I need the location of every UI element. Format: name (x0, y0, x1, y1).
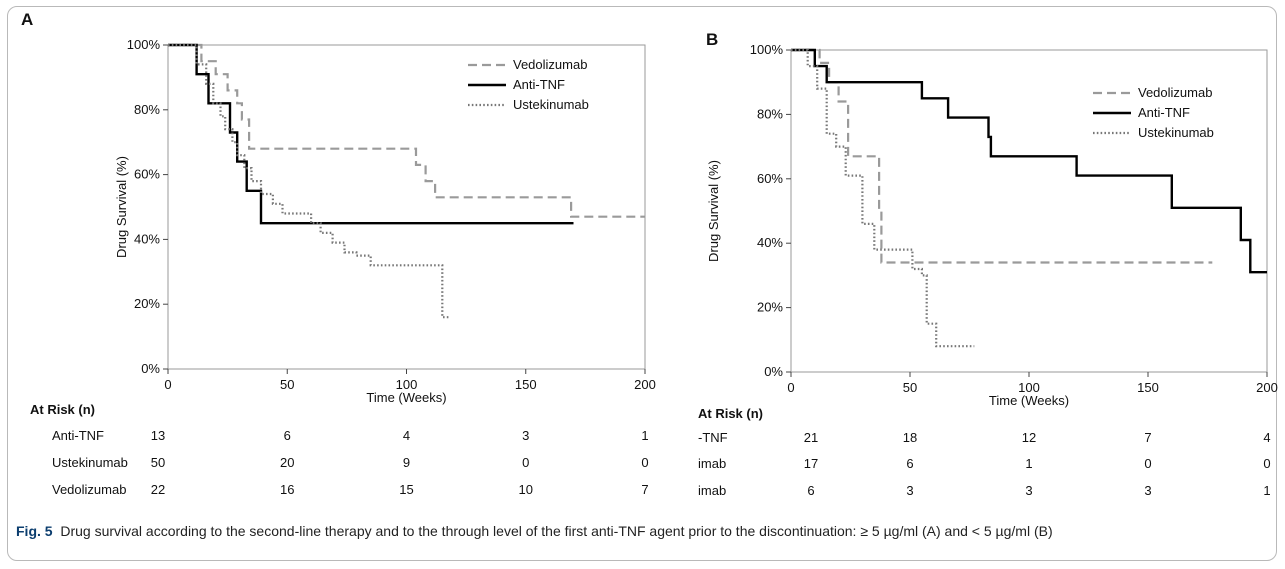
caption-text: Drug survival according to the second-li… (60, 523, 1053, 539)
panel-b-y-tick-label: 40% (757, 235, 783, 250)
panel-b-y-tick-label: 0% (764, 364, 783, 379)
figure-frame (7, 6, 1277, 561)
panel-b-y-tick-label: 20% (757, 300, 783, 315)
panel-b-x-tick-label: 50 (903, 380, 917, 395)
panel-b-risk-value: 3 (1144, 483, 1151, 498)
panel-b-risk-row-label: -TNF (698, 430, 728, 445)
caption-fig-label: Fig. 5 (16, 523, 53, 539)
panel-a-legend-label: Vedolizumab (513, 57, 587, 72)
panel-a-x-tick-label: 100 (396, 377, 418, 392)
panel-a-risk-value: 0 (641, 455, 648, 470)
panel-a-risk-value: 20 (280, 455, 294, 470)
panel-b-risk-value: 0 (1144, 456, 1151, 471)
panel-a-risk-value: 4 (403, 428, 410, 443)
panel-b-y-axis-label: Drug Survival (%) (706, 160, 721, 262)
panel-b-risk-value: 7 (1144, 430, 1151, 445)
panel-a-plot-area (167, 44, 646, 370)
panel-a-risk-value: 13 (151, 428, 165, 443)
panel-b-risk-header: At Risk (n) (698, 406, 763, 421)
panel-b-risk-value: 4 (1263, 430, 1270, 445)
panel-a-risk-row-label: Ustekinumab (52, 455, 128, 470)
panel-b-risk-value: 21 (804, 430, 818, 445)
panel-a-series-vedolizumab (168, 43, 645, 218)
panel-b-series-ustekinumab (791, 48, 975, 348)
panel-a-x-tick-label: 0 (164, 377, 171, 392)
panel-a-risk-value: 6 (284, 428, 291, 443)
panel-b-risk-value: 6 (906, 456, 913, 471)
panel-a-y-tick-label: 20% (134, 296, 160, 311)
panel-a-series-ustekinumab (168, 43, 450, 319)
panel-b-risk-value: 12 (1022, 430, 1036, 445)
panel-a-risk-value: 22 (151, 482, 165, 497)
panel-b-legend-label: Ustekinumab (1138, 125, 1214, 140)
panel-b-label: B (706, 30, 718, 49)
panel-a-y-axis-label: Drug Survival (%) (114, 156, 129, 258)
panel-b-x-axis-label: Time (Weeks) (989, 393, 1069, 408)
panel-b-risk-value: 1 (1025, 456, 1032, 471)
panel-b-risk-row-label: imab (698, 483, 726, 498)
panel-b-risk-value: 17 (804, 456, 818, 471)
panel-b-x-tick-label: 200 (1256, 380, 1278, 395)
panel-a-risk-row-label: Vedolizumab (52, 482, 126, 497)
panel-b-series-anti-tnf (791, 48, 1267, 274)
panel-b-risk-value: 6 (807, 483, 814, 498)
panel-b-risk-value: 0 (1263, 456, 1270, 471)
panel-a-y-tick-label: 100% (127, 37, 161, 52)
panel-a-x-tick-label: 200 (634, 377, 656, 392)
panel-b-y-tick-label: 60% (757, 171, 783, 186)
panel-a-risk-value: 3 (522, 428, 529, 443)
panel-a-risk-value: 16 (280, 482, 294, 497)
panel-b-risk-value: 3 (906, 483, 913, 498)
panel-a-risk-header: At Risk (n) (30, 402, 95, 417)
panel-a-x-tick-label: 50 (280, 377, 294, 392)
panel-a-risk-value: 10 (519, 482, 533, 497)
panel-a-label: A (21, 10, 33, 29)
panel-b-x-tick-label: 150 (1137, 380, 1159, 395)
panel-a-risk-value: 15 (399, 482, 413, 497)
panel-a-risk-value: 9 (403, 455, 410, 470)
panel-b-x-tick-label: 100 (1018, 380, 1040, 395)
panel-a-series-anti-tnf (168, 43, 574, 225)
panel-a-risk-value: 7 (641, 482, 648, 497)
panel-a-y-tick-label: 80% (134, 102, 160, 117)
panel-b-legend-label: Vedolizumab (1138, 85, 1212, 100)
panel-a-legend-label: Anti-TNF (513, 77, 565, 92)
panel-a-y-tick-label: 60% (134, 167, 160, 182)
panel-b-risk-value: 18 (903, 430, 917, 445)
panel-b-risk-value: 1 (1263, 483, 1270, 498)
panel-b-series-vedolizumab (791, 48, 1213, 264)
panel-a-risk-value: 1 (641, 428, 648, 443)
panel-b-risk-row-label: imab (698, 456, 726, 471)
panel-a-x-axis-label: Time (Weeks) (366, 390, 446, 405)
panel-b-y-tick-label: 80% (757, 106, 783, 121)
panel-a-y-tick-label: 40% (134, 231, 160, 246)
panel-b-x-tick-label: 0 (787, 380, 794, 395)
panel-a-risk-row-label: Anti-TNF (52, 428, 104, 443)
panel-b-y-tick-label: 100% (750, 42, 784, 57)
panel-a-risk-value: 50 (151, 455, 165, 470)
panel-a-risk-value: 0 (522, 455, 529, 470)
panel-b-risk-value: 3 (1025, 483, 1032, 498)
panel-b-legend-label: Anti-TNF (1138, 105, 1190, 120)
figure-caption: Fig. 5 Drug survival according to the se… (16, 521, 1266, 542)
panel-a-y-tick-label: 0% (141, 361, 160, 376)
panel-a-legend-label: Ustekinumab (513, 97, 589, 112)
panel-a-x-tick-label: 150 (515, 377, 537, 392)
